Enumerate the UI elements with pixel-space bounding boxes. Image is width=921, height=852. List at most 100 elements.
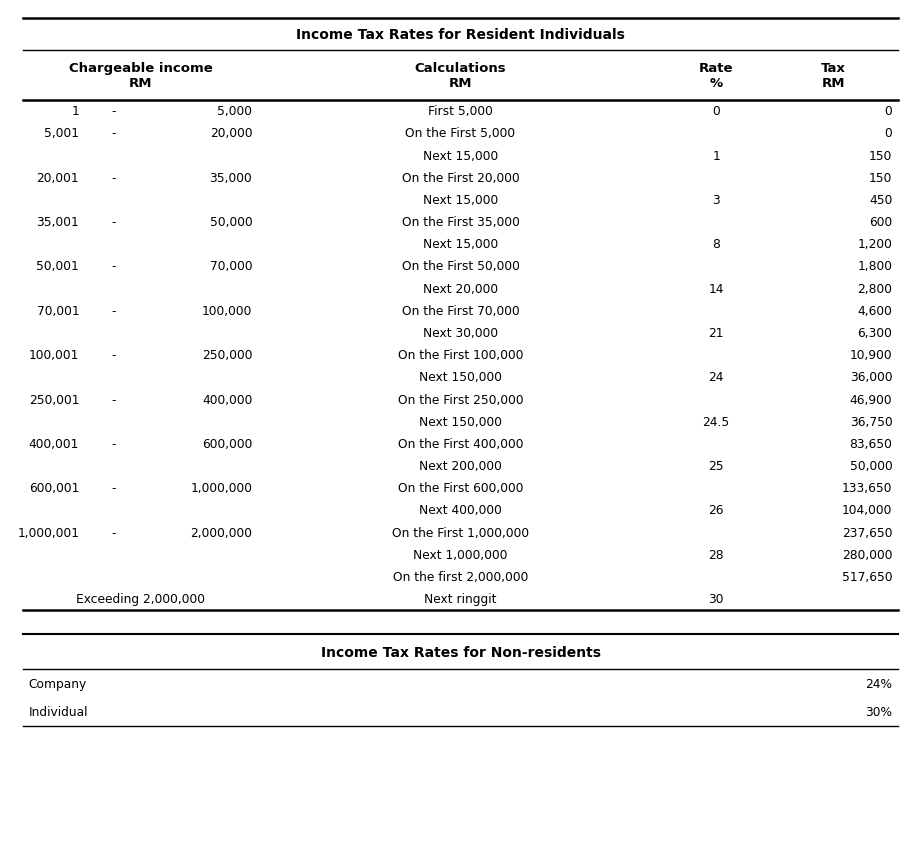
Text: On the First 70,000: On the First 70,000 bbox=[402, 304, 519, 318]
Text: 150: 150 bbox=[869, 171, 892, 185]
Text: First 5,000: First 5,000 bbox=[428, 105, 493, 118]
Text: 50,000: 50,000 bbox=[850, 459, 892, 473]
Text: Income Tax Rates for Resident Individuals: Income Tax Rates for Resident Individual… bbox=[296, 28, 625, 42]
Text: -: - bbox=[111, 304, 116, 318]
Text: -: - bbox=[111, 127, 116, 141]
Text: 3: 3 bbox=[712, 193, 720, 207]
Text: -: - bbox=[111, 171, 116, 185]
Text: Next 1,000,000: Next 1,000,000 bbox=[414, 548, 507, 561]
Text: On the First 20,000: On the First 20,000 bbox=[402, 171, 519, 185]
Text: Next 20,000: Next 20,000 bbox=[423, 282, 498, 296]
Text: Income Tax Rates for Non-residents: Income Tax Rates for Non-residents bbox=[321, 645, 600, 659]
Text: -: - bbox=[111, 437, 116, 451]
Text: 1,200: 1,200 bbox=[857, 238, 892, 251]
Text: 600,001: 600,001 bbox=[29, 481, 79, 495]
Text: Next 15,000: Next 15,000 bbox=[423, 193, 498, 207]
Text: 0: 0 bbox=[712, 105, 720, 118]
Text: 517,650: 517,650 bbox=[842, 570, 892, 584]
Text: 133,650: 133,650 bbox=[842, 481, 892, 495]
Text: -: - bbox=[111, 393, 116, 406]
Text: 24%: 24% bbox=[866, 677, 892, 690]
Text: On the First 50,000: On the First 50,000 bbox=[402, 260, 519, 273]
Text: 1,800: 1,800 bbox=[857, 260, 892, 273]
Text: 8: 8 bbox=[712, 238, 720, 251]
Text: 2,000,000: 2,000,000 bbox=[191, 526, 252, 539]
Text: 20,000: 20,000 bbox=[210, 127, 252, 141]
Text: Tax
RM: Tax RM bbox=[821, 62, 846, 89]
Text: 14: 14 bbox=[708, 282, 724, 296]
Text: Next 150,000: Next 150,000 bbox=[419, 415, 502, 429]
Text: 30%: 30% bbox=[866, 705, 892, 718]
Text: -: - bbox=[111, 105, 116, 118]
Text: 237,650: 237,650 bbox=[842, 526, 892, 539]
Text: 70,001: 70,001 bbox=[37, 304, 79, 318]
Text: On the First 100,000: On the First 100,000 bbox=[398, 348, 523, 362]
Text: 250,001: 250,001 bbox=[29, 393, 79, 406]
Text: 24.5: 24.5 bbox=[703, 415, 729, 429]
Text: 1: 1 bbox=[72, 105, 79, 118]
Text: Rate
%: Rate % bbox=[699, 62, 733, 89]
Text: On the First 400,000: On the First 400,000 bbox=[398, 437, 523, 451]
Text: 1: 1 bbox=[712, 149, 720, 163]
Text: 104,000: 104,000 bbox=[842, 504, 892, 517]
Text: 36,000: 36,000 bbox=[850, 371, 892, 384]
Text: On the First 1,000,000: On the First 1,000,000 bbox=[392, 526, 529, 539]
Text: -: - bbox=[111, 526, 116, 539]
Text: Company: Company bbox=[29, 677, 87, 690]
Text: 25: 25 bbox=[708, 459, 724, 473]
Text: On the first 2,000,000: On the first 2,000,000 bbox=[393, 570, 528, 584]
Text: 4,600: 4,600 bbox=[857, 304, 892, 318]
Text: -: - bbox=[111, 348, 116, 362]
Text: 600,000: 600,000 bbox=[202, 437, 252, 451]
Text: 1,000,000: 1,000,000 bbox=[191, 481, 252, 495]
Text: -: - bbox=[111, 260, 116, 273]
Text: Next 30,000: Next 30,000 bbox=[423, 326, 498, 340]
Text: -: - bbox=[111, 216, 116, 229]
Text: On the First 600,000: On the First 600,000 bbox=[398, 481, 523, 495]
Text: 5,000: 5,000 bbox=[217, 105, 252, 118]
Text: 24: 24 bbox=[708, 371, 724, 384]
Text: 26: 26 bbox=[708, 504, 724, 517]
Text: 70,000: 70,000 bbox=[210, 260, 252, 273]
Text: On the First 35,000: On the First 35,000 bbox=[402, 216, 519, 229]
Text: Next 400,000: Next 400,000 bbox=[419, 504, 502, 517]
Text: On the First 250,000: On the First 250,000 bbox=[398, 393, 523, 406]
Text: Next 15,000: Next 15,000 bbox=[423, 149, 498, 163]
Text: Next 200,000: Next 200,000 bbox=[419, 459, 502, 473]
Text: 0: 0 bbox=[885, 127, 892, 141]
Text: 20,001: 20,001 bbox=[37, 171, 79, 185]
Text: 100,000: 100,000 bbox=[202, 304, 252, 318]
Text: 83,650: 83,650 bbox=[849, 437, 892, 451]
Text: 6,300: 6,300 bbox=[857, 326, 892, 340]
Text: -: - bbox=[111, 481, 116, 495]
Text: 10,900: 10,900 bbox=[850, 348, 892, 362]
Text: 50,000: 50,000 bbox=[210, 216, 252, 229]
Text: Individual: Individual bbox=[29, 705, 88, 718]
Text: 35,000: 35,000 bbox=[210, 171, 252, 185]
Text: 150: 150 bbox=[869, 149, 892, 163]
Text: 46,900: 46,900 bbox=[850, 393, 892, 406]
Text: Next ringgit: Next ringgit bbox=[425, 592, 496, 606]
Text: 36,750: 36,750 bbox=[850, 415, 892, 429]
Text: Chargeable income
RM: Chargeable income RM bbox=[68, 62, 213, 89]
Text: 450: 450 bbox=[869, 193, 892, 207]
Text: 100,001: 100,001 bbox=[29, 348, 79, 362]
Text: 1,000,001: 1,000,001 bbox=[17, 526, 79, 539]
Text: Calculations
RM: Calculations RM bbox=[414, 62, 507, 89]
Text: Exceeding 2,000,000: Exceeding 2,000,000 bbox=[76, 592, 205, 606]
Text: On the First 5,000: On the First 5,000 bbox=[405, 127, 516, 141]
Text: 280,000: 280,000 bbox=[842, 548, 892, 561]
Text: 2,800: 2,800 bbox=[857, 282, 892, 296]
Text: 35,001: 35,001 bbox=[37, 216, 79, 229]
Text: 0: 0 bbox=[885, 105, 892, 118]
Text: 50,001: 50,001 bbox=[37, 260, 79, 273]
Text: 250,000: 250,000 bbox=[202, 348, 252, 362]
Text: Next 150,000: Next 150,000 bbox=[419, 371, 502, 384]
Text: 30: 30 bbox=[708, 592, 724, 606]
Text: Next 15,000: Next 15,000 bbox=[423, 238, 498, 251]
Text: 400,000: 400,000 bbox=[202, 393, 252, 406]
Text: 5,001: 5,001 bbox=[44, 127, 79, 141]
Text: 400,001: 400,001 bbox=[29, 437, 79, 451]
Text: 28: 28 bbox=[708, 548, 724, 561]
Text: 600: 600 bbox=[869, 216, 892, 229]
